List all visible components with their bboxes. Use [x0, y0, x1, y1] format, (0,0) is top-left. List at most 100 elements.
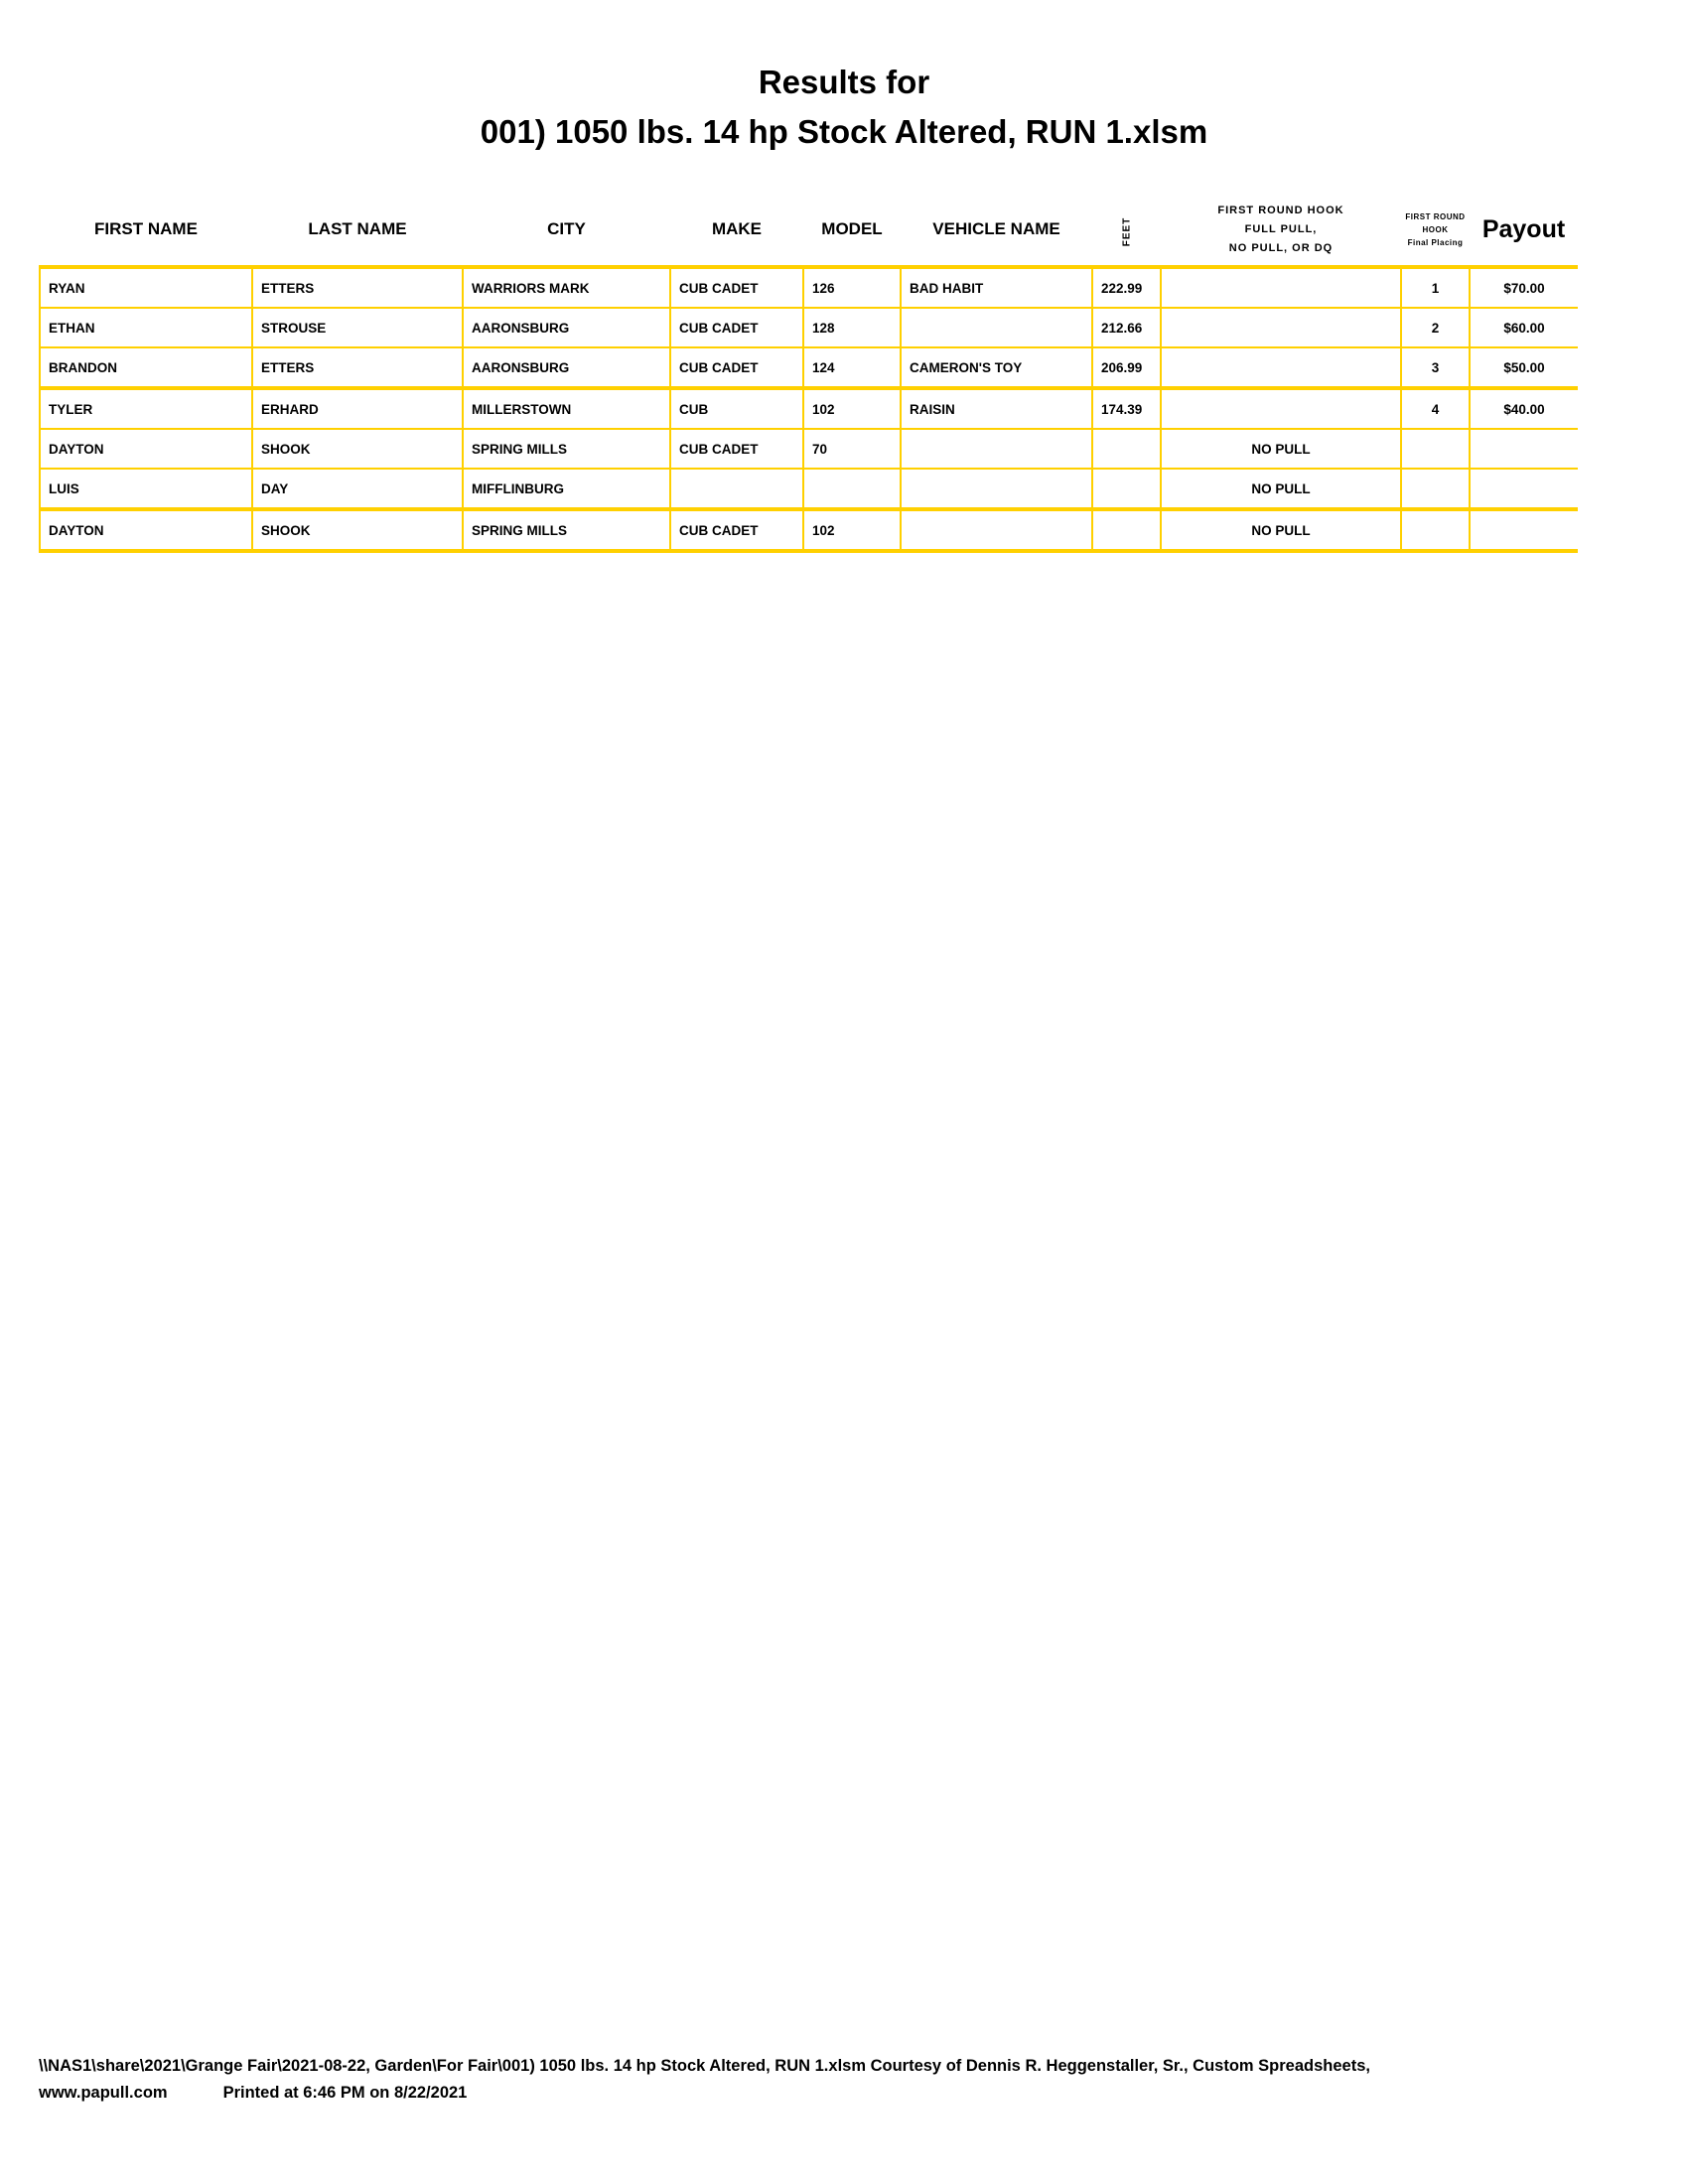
header-hook: FIRST ROUND HOOK FULL PULL, NO PULL, OR … [1161, 194, 1401, 267]
header-placing-line1: FIRST ROUND [1405, 211, 1466, 221]
header-row: FIRST NAME LAST NAME CITY MAKE MODEL VEH… [40, 194, 1578, 267]
results-table: FIRST NAME LAST NAME CITY MAKE MODEL VEH… [39, 194, 1578, 553]
cell-model: 124 [802, 346, 902, 389]
cell-make: CUB CADET [669, 428, 804, 470]
header-city: CITY [547, 219, 586, 238]
cell-last: SHOOK [251, 428, 464, 470]
cell-hook [1160, 346, 1402, 389]
cell-model: 126 [802, 265, 902, 309]
cell-first: DAYTON [39, 428, 253, 470]
cell-city: WARRIORS MARK [462, 265, 671, 309]
cell-vehicle [900, 468, 1093, 510]
cell-vehicle [900, 507, 1093, 553]
cell-last: STROUSE [251, 307, 464, 348]
cell-first: BRANDON [39, 346, 253, 389]
cell-make: CUB CADET [669, 307, 804, 348]
cell-last: ETTERS [251, 346, 464, 389]
cell-hook [1160, 386, 1402, 430]
footer: \\NAS1\share\2021\Grange Fair\2021-08-22… [39, 2053, 1370, 2107]
cell-feet [1091, 468, 1162, 510]
title-line-1: Results for [758, 64, 930, 100]
cell-model [802, 468, 902, 510]
cell-vehicle [900, 428, 1093, 470]
cell-first: RYAN [39, 265, 253, 309]
cell-payout: $60.00 [1469, 307, 1578, 348]
cell-feet [1091, 507, 1162, 553]
cell-city: SPRING MILLS [462, 507, 671, 553]
cell-place [1400, 507, 1471, 553]
cell-make: CUB [669, 386, 804, 430]
cell-vehicle [900, 307, 1093, 348]
cell-city: AARONSBURG [462, 307, 671, 348]
cell-make: CUB CADET [669, 507, 804, 553]
cell-place: 4 [1400, 386, 1471, 430]
cell-city: SPRING MILLS [462, 428, 671, 470]
cell-payout: $40.00 [1469, 386, 1578, 430]
header-model: MODEL [821, 219, 883, 238]
cell-vehicle: RAISIN [900, 386, 1093, 430]
table-row: DAYTON SHOOK SPRING MILLS CUB CADET 70 NO PUL… [39, 428, 1578, 470]
table-row: TYLER ERHARD MILLERSTOWN CUB 102 RAISIN 174.39… [39, 386, 1578, 430]
cell-feet: 212.66 [1091, 307, 1162, 348]
header-placing-line3: Final Placing [1407, 237, 1464, 247]
cell-model: 102 [802, 386, 902, 430]
header-last-name: LAST NAME [308, 219, 407, 238]
table-row: LUIS DAY MIFFLINBURG NO PULL [39, 468, 1578, 510]
cell-place: 3 [1400, 346, 1471, 389]
footer-website: www.papull.com [39, 2084, 168, 2102]
header-hook-line1: FIRST ROUND HOOK [1217, 204, 1344, 216]
cell-place [1400, 468, 1471, 510]
cell-first: LUIS [39, 468, 253, 510]
cell-payout: $70.00 [1469, 265, 1578, 309]
title-line-2: 001) 1050 lbs. 14 hp Stock Altered, RUN … [480, 113, 1208, 150]
cell-place: 1 [1400, 265, 1471, 309]
table-row: BRANDON ETTERS AARONSBURG CUB CADET 124 CAMER… [39, 346, 1578, 389]
cell-city: AARONSBURG [462, 346, 671, 389]
cell-first: TYLER [39, 386, 253, 430]
cell-payout [1469, 468, 1578, 510]
cell-hook: NO PULL [1160, 507, 1402, 553]
cell-first: ETHAN [39, 307, 253, 348]
header-placing-line2: HOOK [1422, 224, 1449, 234]
cell-city: MIFFLINBURG [462, 468, 671, 510]
cell-vehicle: CAMERON'S TOY [900, 346, 1093, 389]
cell-first: DAYTON [39, 507, 253, 553]
cell-vehicle: BAD HABIT [900, 265, 1093, 309]
header-hook-line3: NO PULL, OR DQ [1228, 241, 1334, 254]
cell-feet [1091, 428, 1162, 470]
header-feet: FEET [1092, 194, 1161, 267]
header-payout: Payout [1481, 214, 1566, 243]
cell-make: CUB CADET [669, 265, 804, 309]
cell-last: ETTERS [251, 265, 464, 309]
cell-last: DAY [251, 468, 464, 510]
cell-model: 102 [802, 507, 902, 553]
header-hook-line2: FULL PULL, [1244, 222, 1318, 235]
cell-make: CUB CADET [669, 346, 804, 389]
cell-hook [1160, 307, 1402, 348]
header-make: MAKE [711, 219, 763, 238]
cell-payout [1469, 428, 1578, 470]
header-feet-label: FEET [1121, 216, 1132, 247]
header-placing: FIRST ROUND HOOK Final Placing [1401, 194, 1470, 267]
table-row: RYAN ETTERS WARRIORS MARK CUB CADET 126 BAD H… [39, 265, 1578, 309]
table-row: DAYTON SHOOK SPRING MILLS CUB CADET 102 NO PU… [39, 507, 1578, 553]
cell-hook: NO PULL [1160, 468, 1402, 510]
cell-payout: $50.00 [1469, 346, 1578, 389]
cell-place [1400, 428, 1471, 470]
cell-hook [1160, 265, 1402, 309]
header-vehicle-name: VEHICLE NAME [932, 219, 1060, 238]
cell-model: 70 [802, 428, 902, 470]
table-row: ETHAN STROUSE AARONSBURG CUB CADET 128 212.66… [39, 307, 1578, 348]
header-first-name: FIRST NAME [94, 219, 198, 238]
cell-place: 2 [1400, 307, 1471, 348]
cell-city: MILLERSTOWN [462, 386, 671, 430]
cell-last: SHOOK [251, 507, 464, 553]
cell-payout [1469, 507, 1578, 553]
cell-feet: 222.99 [1091, 265, 1162, 309]
footer-printed: Printed at 6:46 PM on 8/22/2021 [222, 2084, 468, 2102]
footer-path: \\NAS1\share\2021\Grange Fair\2021-08-22… [39, 2057, 1370, 2075]
cell-feet: 174.39 [1091, 386, 1162, 430]
cell-feet: 206.99 [1091, 346, 1162, 389]
cell-model: 128 [802, 307, 902, 348]
cell-last: ERHARD [251, 386, 464, 430]
